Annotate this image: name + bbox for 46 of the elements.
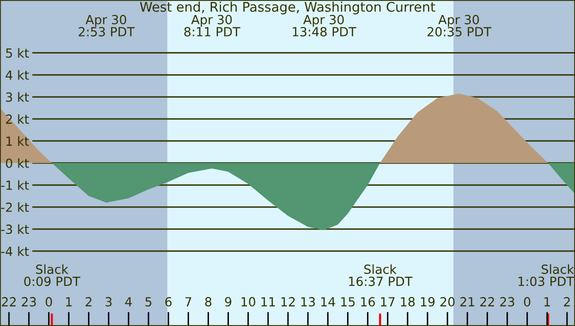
- chart-title: West end, Rich Passage, Washington Current: [140, 2, 436, 14]
- x-tick-label: 7: [185, 297, 192, 306]
- annotation: Apr 30 8:11 PDT: [184, 14, 240, 36]
- y-tick-label: -3 kt: [1, 224, 29, 234]
- annotation: Apr 30 13:48 PDT: [292, 14, 356, 36]
- x-tick-label: 23: [22, 297, 36, 307]
- x-tick-label: 5: [145, 297, 152, 307]
- x-tick-label: 2: [564, 297, 570, 306]
- x-tick-label: 9: [225, 297, 232, 307]
- x-tick-label: 11: [261, 297, 275, 306]
- y-tick-label: 3 kt: [6, 92, 29, 102]
- y-tick-label: -2 kt: [1, 202, 29, 212]
- x-tick-label: 3: [106, 297, 112, 307]
- y-tick-label: -1 kt: [1, 180, 29, 190]
- x-tick-label: 10: [242, 297, 256, 307]
- x-tick-label: 0: [46, 297, 52, 307]
- x-tick-label: 12: [281, 297, 295, 306]
- x-tick-label: 22: [480, 297, 494, 306]
- x-tick-label: 0: [524, 297, 530, 307]
- x-tick-label: 23: [500, 297, 514, 307]
- x-tick-label: 14: [321, 297, 336, 306]
- annotation: Apr 30 2:53 PDT: [78, 14, 135, 36]
- annotation: Apr 30 20:35 PDT: [428, 14, 492, 36]
- annotation: Slack 0:09 PDT: [24, 264, 80, 286]
- x-tick-label: 1: [66, 297, 72, 306]
- x-tick-label: 16: [361, 297, 375, 307]
- x-tick-label: 13: [301, 297, 315, 307]
- x-tick-label: 6: [165, 297, 172, 307]
- annotation: Slack 16:37 PDT: [349, 264, 413, 286]
- x-tick-label: 17: [381, 297, 395, 306]
- x-tick-label: 1: [544, 297, 550, 306]
- x-tick-label: 15: [341, 297, 355, 307]
- y-tick-label: 0 kt: [6, 158, 29, 168]
- x-tick-label: 19: [420, 297, 435, 307]
- x-tick-label: 22: [2, 297, 16, 306]
- x-tick-label: 2: [86, 297, 92, 306]
- x-tick-label: 20: [440, 297, 455, 307]
- y-tick-label: 5 kt: [6, 48, 29, 58]
- y-tick-label: 1 kt: [6, 136, 29, 146]
- x-tick-label: 4: [125, 297, 132, 306]
- x-tick-label: 21: [460, 297, 474, 306]
- x-tick-label: 18: [401, 297, 415, 307]
- y-tick-label: 4 kt: [6, 70, 29, 80]
- y-tick-label: -4 kt: [1, 246, 29, 256]
- y-tick-label: 2 kt: [6, 114, 29, 124]
- x-tick-label: 8: [205, 297, 212, 307]
